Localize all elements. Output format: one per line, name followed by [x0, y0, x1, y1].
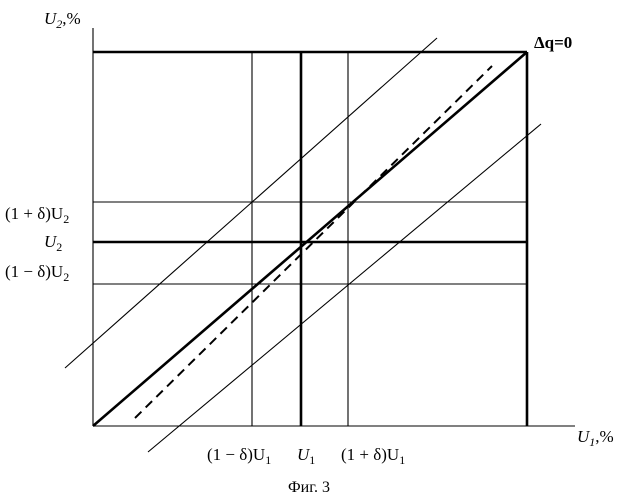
y-axis-label: U2,%: [44, 9, 81, 31]
upper-parallel-line: [65, 38, 437, 368]
figure-caption: Фиг. 3: [288, 479, 330, 496]
y-tick-lower-u2: (1 − δ)U2: [5, 262, 69, 284]
lower-parallel-line: [148, 124, 541, 452]
curve-label: Δq=0: [534, 33, 572, 52]
x-axis-label: U1,%: [577, 427, 614, 449]
x-tick-u1: U1: [297, 445, 315, 467]
main-diagonal: [93, 52, 527, 426]
x-tick-lower-u1: (1 − δ)U1: [207, 445, 271, 467]
y-tick-u2: U2: [44, 232, 62, 254]
x-tick-upper-u1: (1 + δ)U1: [341, 445, 405, 467]
y-tick-upper-u2: (1 + δ)U2: [5, 204, 69, 226]
